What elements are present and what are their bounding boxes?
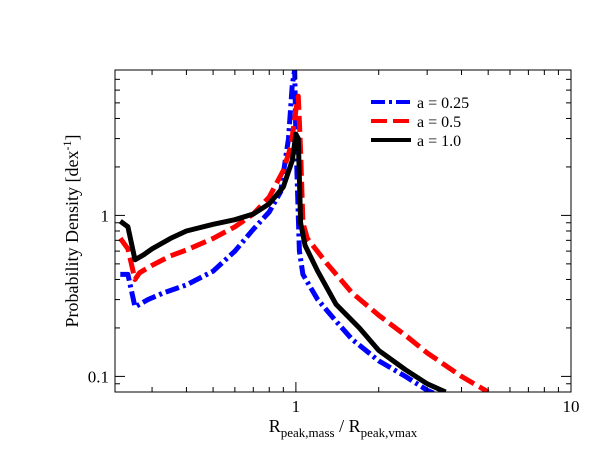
tick-layer: 1 10 0.1 1 bbox=[88, 69, 580, 416]
series-line-2 bbox=[118, 93, 490, 392]
x-axis-label-sep: / R bbox=[335, 416, 361, 436]
legend-label: a = 0.5 bbox=[417, 114, 461, 131]
x-axis-label: Rpeak,mass / Rpeak,vmax bbox=[269, 416, 418, 440]
legend-label: a = 1.0 bbox=[417, 133, 461, 150]
y-tick-label: 1 bbox=[101, 206, 110, 225]
series-line-1 bbox=[120, 70, 436, 392]
x-axis-label-sub1: peak,mass bbox=[281, 425, 335, 440]
series-line-3 bbox=[118, 131, 447, 392]
legend: a = 0.25 a = 0.5 a = 1.0 bbox=[371, 95, 469, 150]
y-axis-label-sup: -1 bbox=[60, 141, 74, 151]
x-tick-label: 1 bbox=[292, 397, 301, 416]
y-axis-label-main: Probability Density [dex bbox=[62, 151, 82, 328]
x-axis-label-main: R bbox=[269, 416, 281, 436]
legend-label: a = 0.25 bbox=[417, 95, 469, 112]
y-tick-label: 0.1 bbox=[88, 367, 109, 386]
x-tick-label: 10 bbox=[563, 397, 580, 416]
y-axis-label-end: ] bbox=[62, 135, 82, 141]
x-axis-label-sub2: peak,vmax bbox=[361, 425, 418, 440]
y-axis-label: Probability Density [dex-1] bbox=[60, 135, 82, 328]
series-layer bbox=[118, 70, 490, 392]
